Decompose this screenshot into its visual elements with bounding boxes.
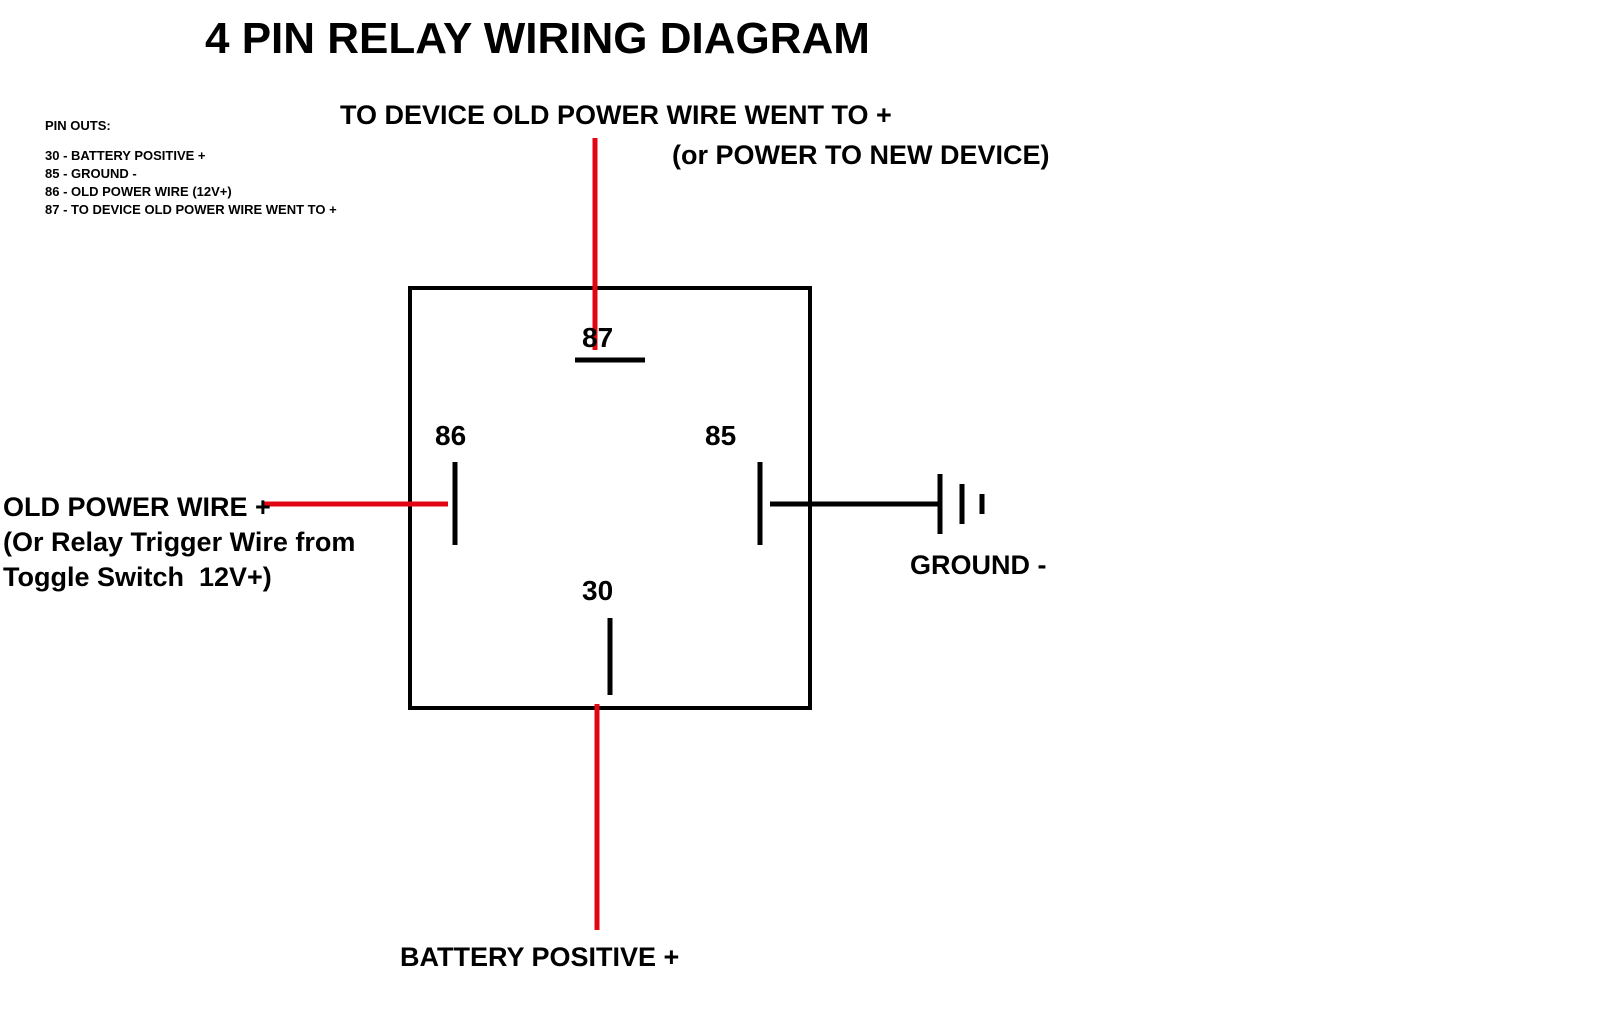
diagram-stage: 4 PIN RELAY WIRING DIAGRAM PIN OUTS: 30 … <box>0 0 1600 1024</box>
pin-label-30: 30 <box>582 575 613 607</box>
pinouts-block: PIN OUTS: 30 - BATTERY POSITIVE +85 - GR… <box>45 118 337 219</box>
diagram-title: 4 PIN RELAY WIRING DIAGRAM <box>205 14 870 64</box>
label-right: GROUND - <box>910 548 1047 583</box>
label-top-1: TO DEVICE OLD POWER WIRE WENT TO + <box>340 98 892 133</box>
pin-label-85: 85 <box>705 420 736 452</box>
label-left: OLD POWER WIRE + (Or Relay Trigger Wire … <box>3 490 355 595</box>
label-bottom: BATTERY POSITIVE + <box>400 940 679 975</box>
pinouts-lines: 30 - BATTERY POSITIVE +85 - GROUND -86 -… <box>45 147 337 219</box>
pinouts-line: 86 - OLD POWER WIRE (12V+) <box>45 183 337 201</box>
pin-label-87: 87 <box>582 322 613 354</box>
label-top-2: (or POWER TO NEW DEVICE) <box>672 138 1050 173</box>
pinouts-line: 30 - BATTERY POSITIVE + <box>45 147 337 165</box>
pin-label-86: 86 <box>435 420 466 452</box>
pinouts-line: 87 - TO DEVICE OLD POWER WIRE WENT TO + <box>45 201 337 219</box>
pinouts-line: 85 - GROUND - <box>45 165 337 183</box>
pinouts-heading: PIN OUTS: <box>45 118 337 133</box>
